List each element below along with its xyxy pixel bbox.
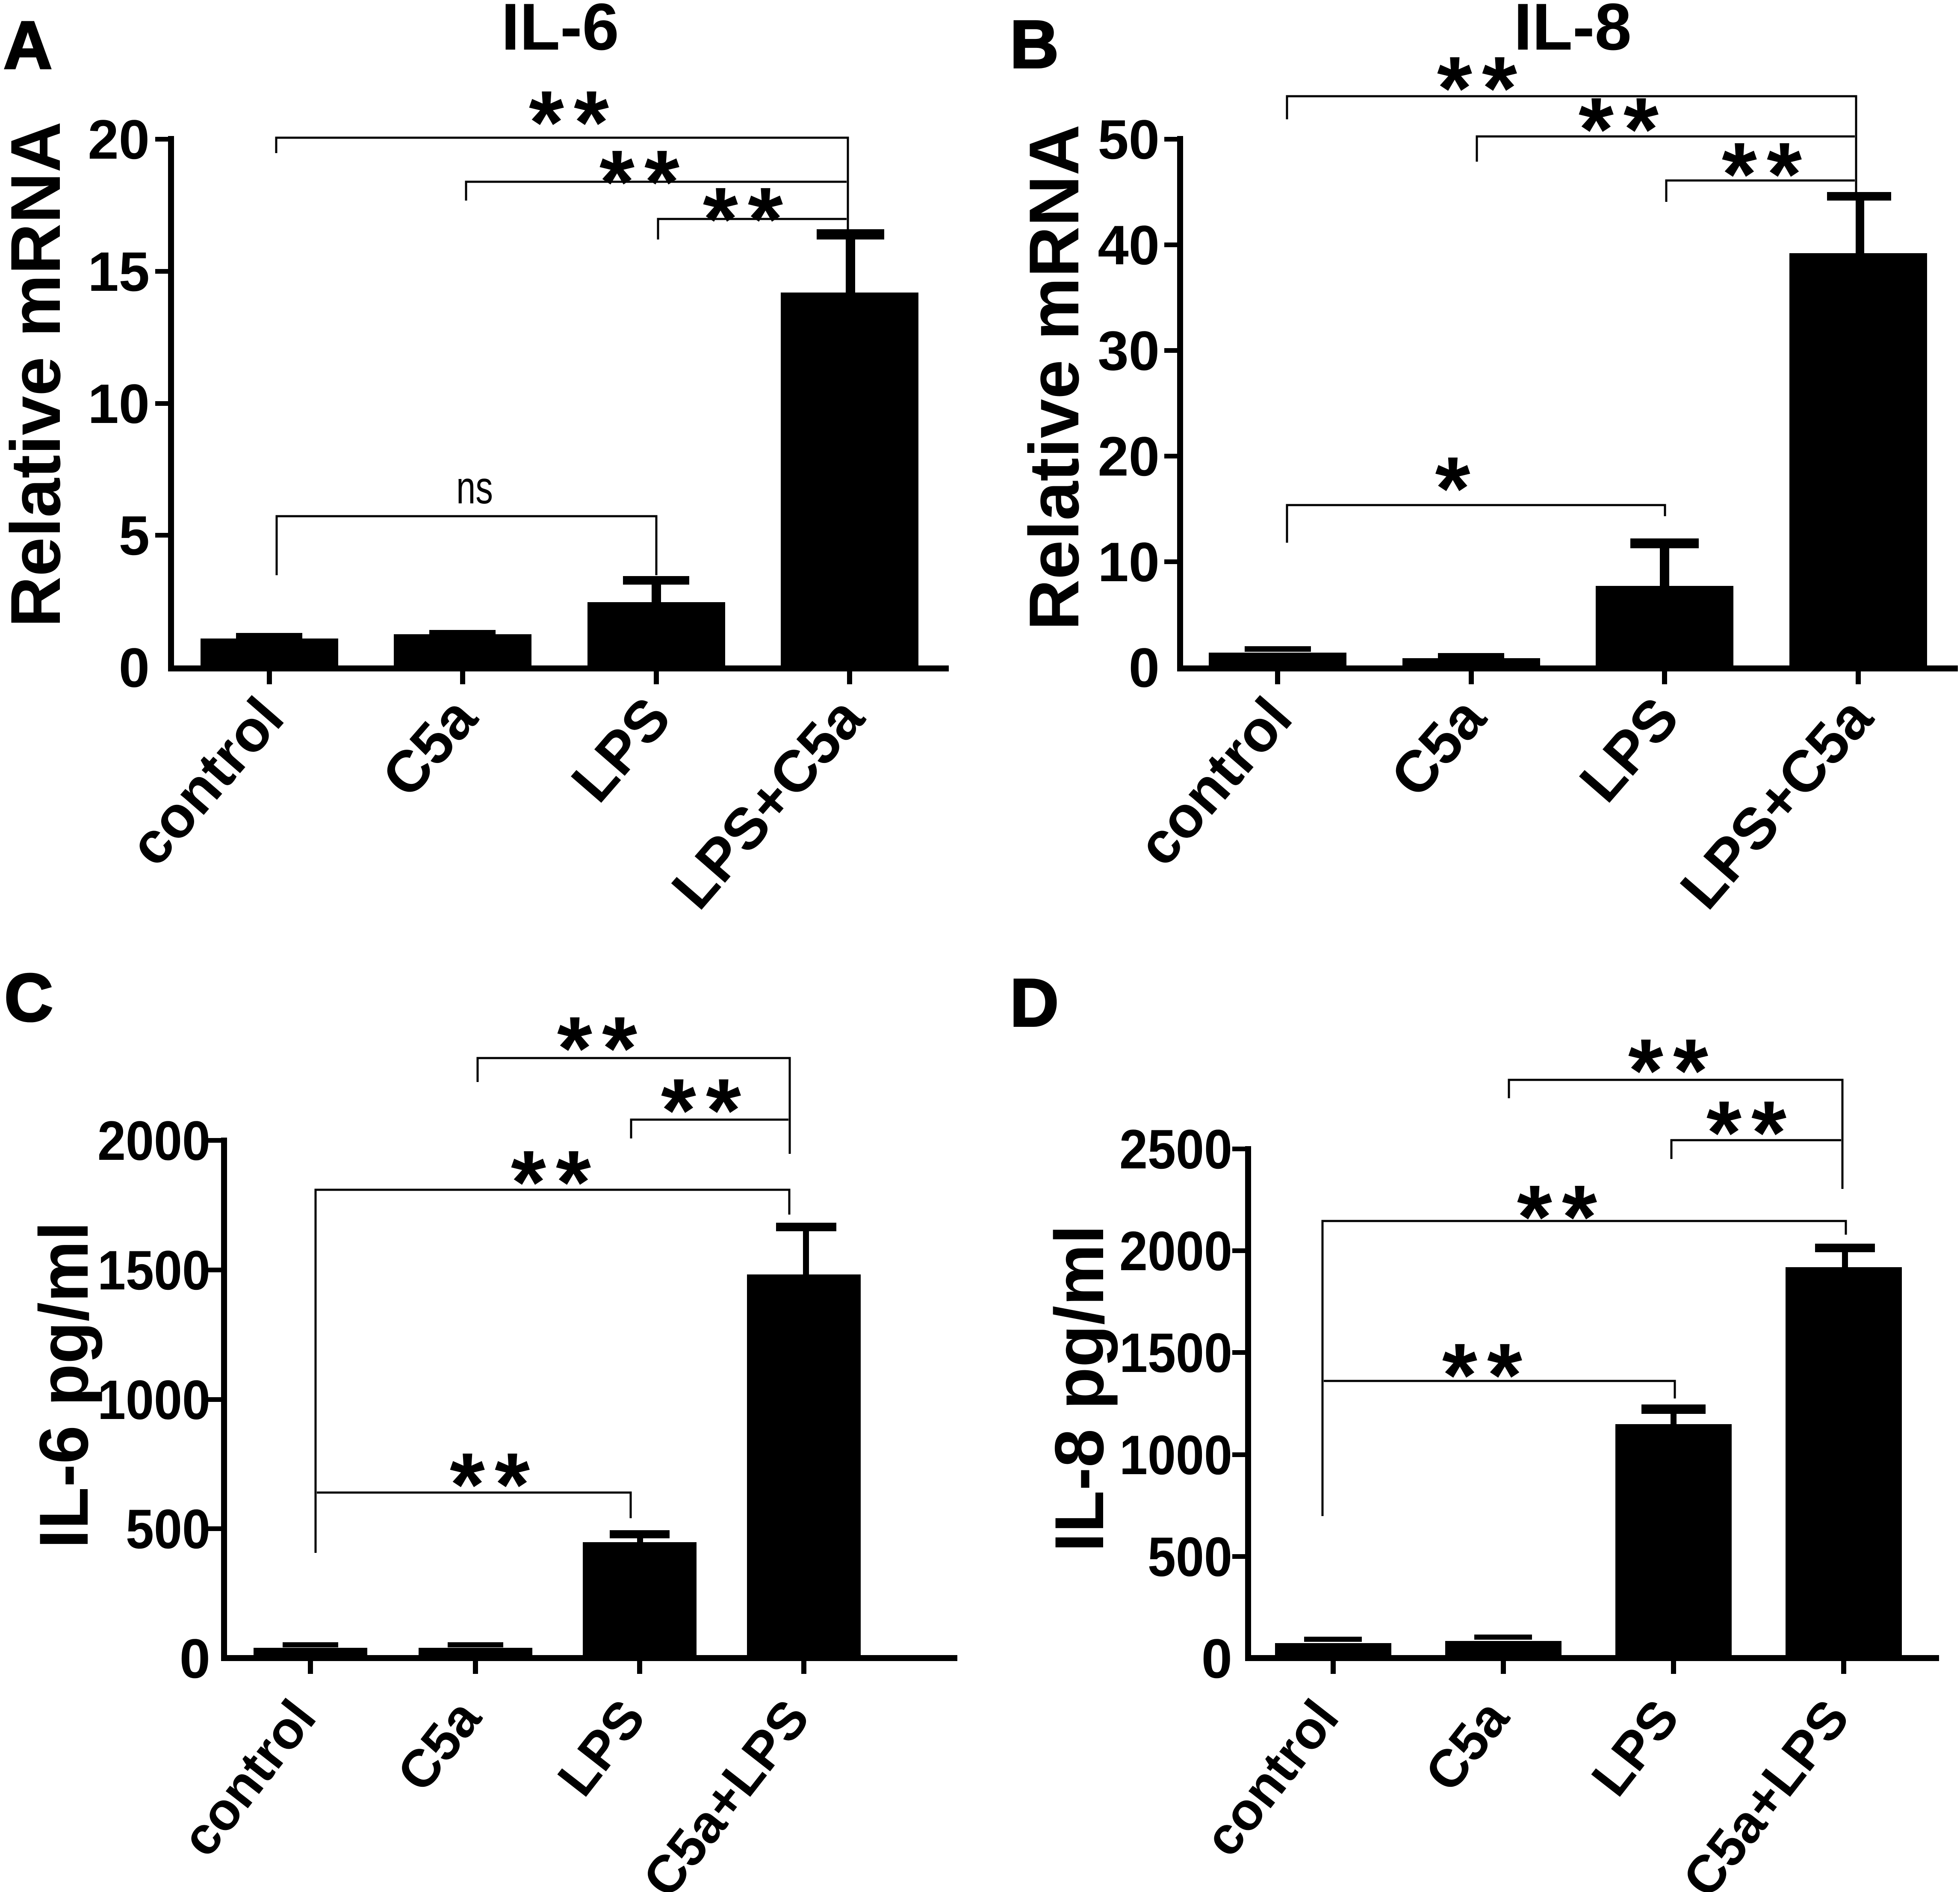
svg-text:A: A — [3, 8, 52, 83]
svg-text:**: ** — [511, 1132, 601, 1233]
svg-text:0: 0 — [1129, 636, 1160, 699]
svg-text:IL-8 pg/ml: IL-8 pg/ml — [1041, 1225, 1118, 1552]
svg-text:1500: 1500 — [1119, 1321, 1232, 1384]
svg-text:**: ** — [557, 998, 647, 1099]
svg-text:D: D — [1010, 965, 1059, 1041]
svg-text:2500: 2500 — [1119, 1118, 1232, 1180]
svg-text:20: 20 — [1098, 425, 1160, 488]
svg-text:20: 20 — [88, 108, 150, 171]
svg-text:ns: ns — [456, 461, 493, 513]
svg-text:IL-6 pg/ml: IL-6 pg/ml — [25, 1221, 103, 1549]
svg-text:0: 0 — [119, 636, 150, 699]
svg-text:**: ** — [529, 72, 619, 173]
svg-text:*: * — [1435, 438, 1480, 539]
svg-text:**: ** — [1579, 79, 1668, 180]
svg-text:2000: 2000 — [97, 1109, 210, 1172]
svg-text:**: ** — [661, 1060, 751, 1161]
svg-text:0: 0 — [1201, 1627, 1232, 1690]
svg-text:**: ** — [703, 169, 793, 269]
svg-text:500: 500 — [126, 1498, 210, 1560]
svg-text:IL-8: IL-8 — [1514, 0, 1632, 64]
svg-text:**: ** — [450, 1434, 540, 1535]
svg-text:10: 10 — [1098, 531, 1160, 593]
svg-text:**: ** — [1437, 38, 1527, 139]
svg-text:1000: 1000 — [97, 1369, 210, 1431]
svg-text:**: ** — [1517, 1166, 1607, 1267]
svg-text:**: ** — [599, 131, 689, 232]
svg-text:50: 50 — [1098, 108, 1160, 171]
svg-text:1500: 1500 — [97, 1239, 210, 1301]
svg-text:1000: 1000 — [1119, 1424, 1232, 1486]
svg-text:5: 5 — [119, 504, 150, 567]
svg-text:0: 0 — [180, 1627, 210, 1690]
svg-text:Relative mRNA: Relative mRNA — [1015, 124, 1093, 630]
svg-text:40: 40 — [1098, 214, 1160, 276]
svg-text:**: ** — [1628, 1020, 1718, 1121]
svg-text:Relative mRNA: Relative mRNA — [0, 121, 75, 627]
svg-text:500: 500 — [1148, 1525, 1232, 1588]
svg-text:10: 10 — [88, 372, 150, 435]
svg-text:2000: 2000 — [1119, 1220, 1232, 1282]
svg-text:15: 15 — [88, 240, 150, 303]
svg-text:**: ** — [1442, 1324, 1532, 1425]
svg-text:B: B — [1010, 7, 1059, 82]
svg-text:C: C — [4, 960, 53, 1035]
svg-text:**: ** — [1722, 124, 1812, 225]
svg-text:IL-6: IL-6 — [501, 0, 619, 64]
svg-text:30: 30 — [1098, 319, 1160, 382]
svg-text:**: ** — [1706, 1082, 1796, 1183]
